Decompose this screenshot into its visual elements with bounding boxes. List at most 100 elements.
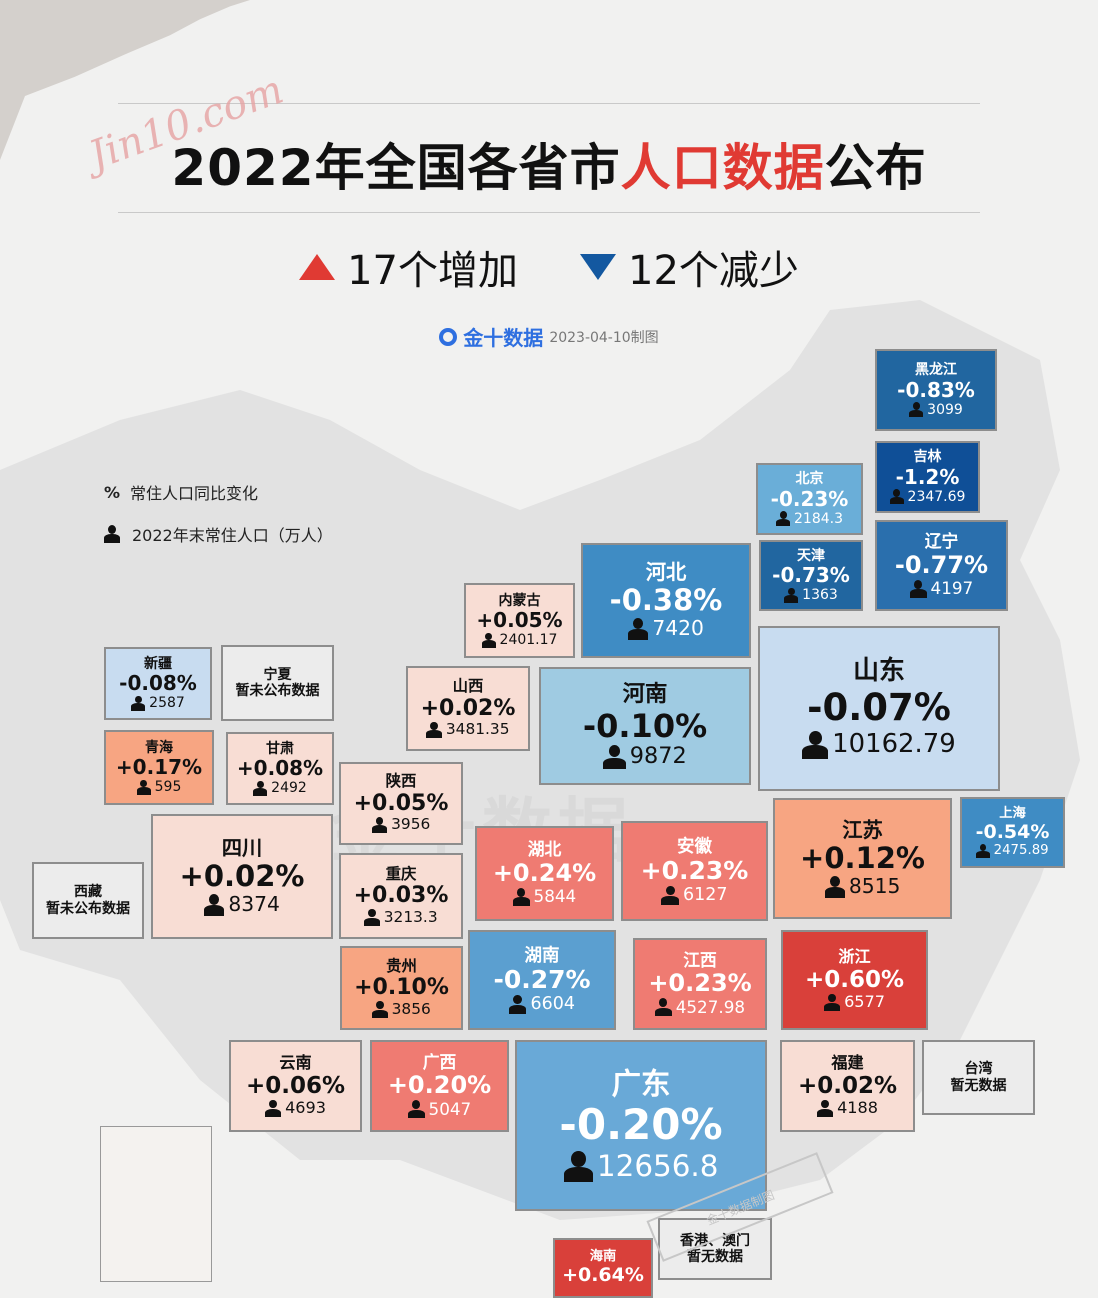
person-icon (204, 893, 225, 916)
person-icon (371, 816, 388, 834)
province-tile-xizang: 西藏 暂未公布数据 (32, 862, 144, 939)
population-change: +0.02% (420, 695, 516, 721)
province-name: 天津 (797, 547, 825, 564)
population-value: 7420 (652, 616, 704, 641)
population-change: +0.02% (797, 1072, 898, 1099)
population-change: +0.12% (800, 840, 925, 875)
person-icon (364, 909, 381, 926)
population-change: +0.06% (245, 1072, 346, 1099)
person-icon (628, 617, 649, 640)
title-highlight: 人口数据 (620, 139, 825, 197)
province-name: 重庆 (385, 864, 417, 883)
title-part1: 2022年全国各省市 (171, 139, 621, 197)
population-value: 4197 (930, 578, 974, 599)
province-tile-hunan: 湖南 -0.27% 6604 (468, 930, 616, 1030)
province-tile-neimenggu: 内蒙古 +0.05% 2401.17 (464, 583, 575, 658)
province-name: 宁夏 (263, 666, 292, 683)
population-value: 3956 (391, 815, 431, 834)
province-name: 山东 (853, 656, 905, 687)
population-value: 3099 (927, 401, 963, 418)
person-icon (603, 745, 627, 770)
legend: % 常住人口同比变化 2022年末常住人口（万人） (104, 480, 333, 564)
population-change: -0.07% (807, 686, 951, 730)
province-name: 河南 (622, 680, 668, 707)
province-tile-jilin: 吉林 -1.2% 2347.69 (875, 441, 980, 513)
date-label: 2023-04-10制图 (549, 329, 659, 346)
province-tile-shandong: 山东 -0.07% 10162.79 (758, 626, 1000, 791)
population-value: 9872 (629, 743, 687, 770)
population-change: +0.03% (353, 883, 449, 909)
legend-percent-label: 常住人口同比变化 (130, 484, 259, 503)
person-icon (372, 1001, 389, 1018)
population-value: 2475.89 (993, 843, 1049, 859)
province-name: 内蒙古 (498, 592, 541, 609)
province-name: 福建 (831, 1053, 864, 1073)
population-change: +0.08% (236, 756, 324, 780)
population-row: 8374 (204, 892, 280, 916)
population-change: -0.54% (975, 820, 1050, 843)
triangle-down-icon (580, 254, 616, 280)
province-name: 广西 (422, 1051, 457, 1072)
population-value: 4693 (285, 1098, 327, 1118)
province-name: 青海 (145, 739, 173, 756)
page-title: 2022年全国各省市人口数据公布 (0, 128, 1098, 200)
province-tile-hubei: 湖北 +0.24% 5844 (475, 826, 614, 921)
province-tile-xinjiang: 新疆 -0.08% 2587 (104, 647, 212, 720)
population-change: -0.27% (493, 964, 591, 994)
person-icon (563, 1150, 594, 1183)
province-name: 河北 (645, 559, 687, 584)
province-tile-beijing: 北京 -0.23% 2184.3 (756, 463, 863, 535)
province-tile-guangdong: 广东 -0.20% 12656.8 (515, 1040, 767, 1211)
population-change: +0.60% (804, 966, 905, 993)
population-row: 2587 (131, 695, 185, 711)
province-tile-shaanxi: 陕西 +0.05% 3956 (339, 762, 463, 845)
population-row: 4188 (816, 1098, 879, 1118)
province-name: 陕西 (385, 772, 417, 791)
person-icon (253, 780, 268, 796)
population-value: 6604 (530, 994, 576, 1015)
population-row: 4527.98 (654, 996, 746, 1017)
person-icon (131, 695, 146, 711)
person-icon (654, 998, 672, 1017)
person-icon (264, 1099, 282, 1118)
province-tile-henan: 河南 -0.10% 9872 (539, 667, 751, 785)
population-row: 6127 (661, 885, 728, 905)
population-change: +0.10% (354, 975, 449, 1001)
brand-name: 金十数据 (463, 326, 544, 350)
province-tile-liaoning: 辽宁 -0.77% 4197 (875, 520, 1008, 611)
person-icon (976, 843, 990, 859)
population-value: 10162.79 (832, 728, 956, 759)
population-change: -0.77% (894, 550, 989, 579)
population-change: +0.17% (115, 755, 203, 779)
province-tile-hebei: 河北 -0.38% 7420 (581, 543, 751, 658)
population-value: 2401.17 (499, 632, 558, 648)
population-row: 5047 (407, 1099, 471, 1119)
population-change: +0.20% (387, 1071, 492, 1100)
province-tile-hainan: 海南 +0.64% (553, 1238, 653, 1298)
no-data-note: 暂无数据 (687, 1249, 743, 1265)
province-tile-qinghai: 青海 +0.17% 595 (104, 730, 214, 805)
population-change: -0.73% (772, 563, 850, 587)
province-tile-jiangxi: 江西 +0.23% 4527.98 (633, 938, 767, 1030)
person-icon (104, 525, 120, 543)
province-name: 海南 (589, 1249, 617, 1265)
person-icon (481, 632, 496, 648)
population-row: 4197 (909, 578, 974, 599)
province-tile-shanghai: 上海 -0.54% 2475.89 (960, 797, 1065, 868)
population-row: 3213.3 (364, 908, 438, 927)
population-row: 2475.89 (976, 843, 1049, 859)
person-icon (889, 489, 904, 505)
province-tile-heilongjiang: 黑龙江 -0.83% 3099 (875, 349, 997, 431)
population-row: 3481.35 (426, 720, 510, 739)
province-tile-zhejiang: 浙江 +0.60% 6577 (781, 930, 928, 1030)
province-name: 四川 (221, 835, 263, 860)
person-icon (816, 1099, 834, 1118)
population-value: 4188 (837, 1098, 879, 1118)
population-row: 7420 (628, 616, 704, 641)
province-name: 北京 (795, 471, 824, 488)
population-value: 4527.98 (675, 996, 746, 1017)
province-name: 辽宁 (924, 531, 959, 552)
no-data-note: 暂未公布数据 (235, 683, 320, 699)
population-change: +0.02% (179, 858, 305, 893)
province-name: 湖北 (527, 839, 562, 860)
